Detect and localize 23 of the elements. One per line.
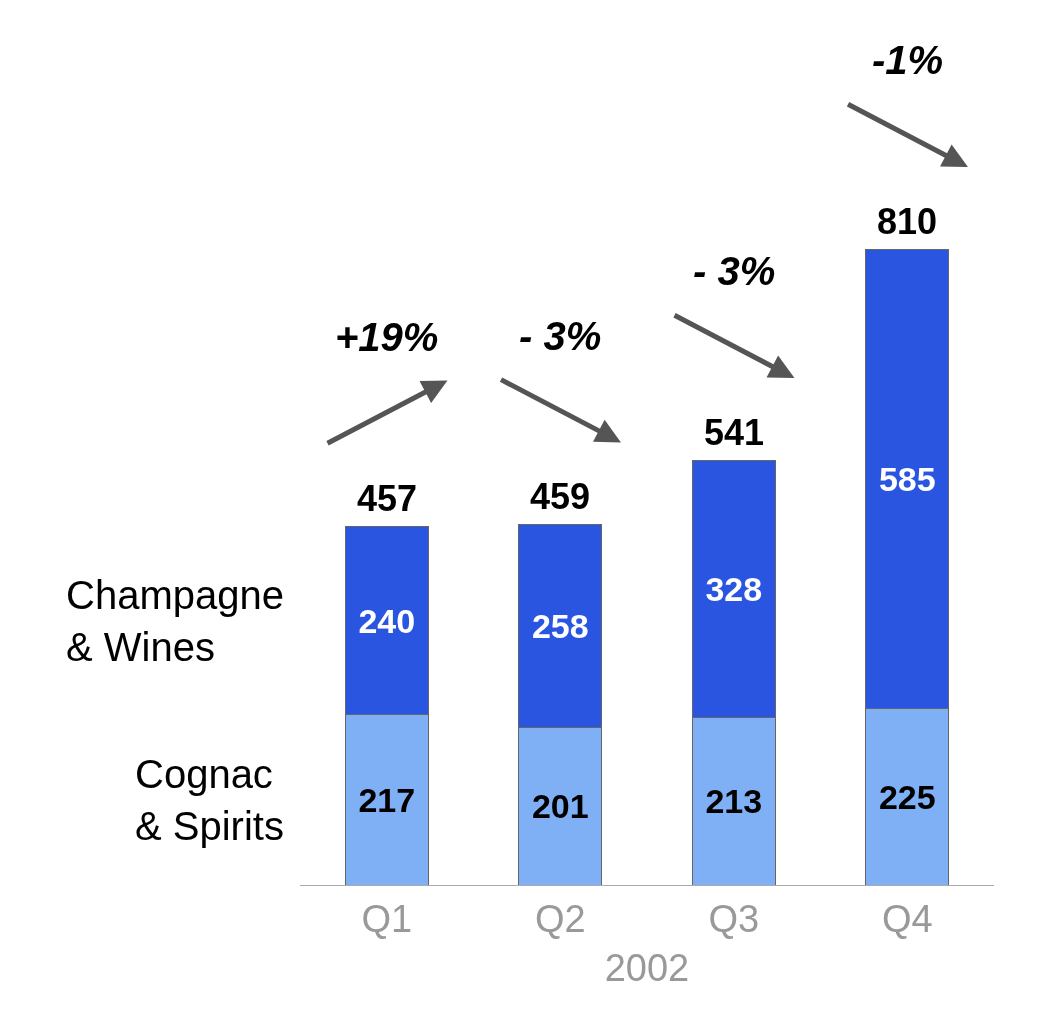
data-label: 201 (531, 787, 589, 826)
total-label: 459 (530, 476, 591, 517)
x-tick-label: Q2 (534, 897, 586, 940)
total-label: 541 (704, 412, 765, 453)
data-label: 217 (358, 780, 416, 819)
annotation: - 3% (693, 249, 776, 293)
x-tick-label: Q1 (361, 897, 413, 940)
text: -1% (872, 38, 944, 82)
series-label: Cognac & Spirits (135, 752, 284, 848)
series-label: Champagne & Wines (66, 573, 284, 669)
x-tick-label: Q4 (881, 897, 933, 940)
x-tick-label: Q3 (708, 897, 760, 940)
annotation: - 3% (519, 314, 602, 358)
data-label: 240 (358, 601, 416, 640)
annotation: +19% (335, 315, 439, 359)
total-label: 457 (357, 478, 418, 519)
data-label: 328 (705, 570, 763, 609)
data-label: 585 (878, 460, 936, 499)
data-label: 225 (878, 777, 936, 816)
x-axis-title: 2002 (604, 946, 690, 989)
total-label: 810 (877, 201, 938, 242)
data-label: 258 (531, 607, 589, 646)
data-label: 213 (705, 782, 763, 821)
